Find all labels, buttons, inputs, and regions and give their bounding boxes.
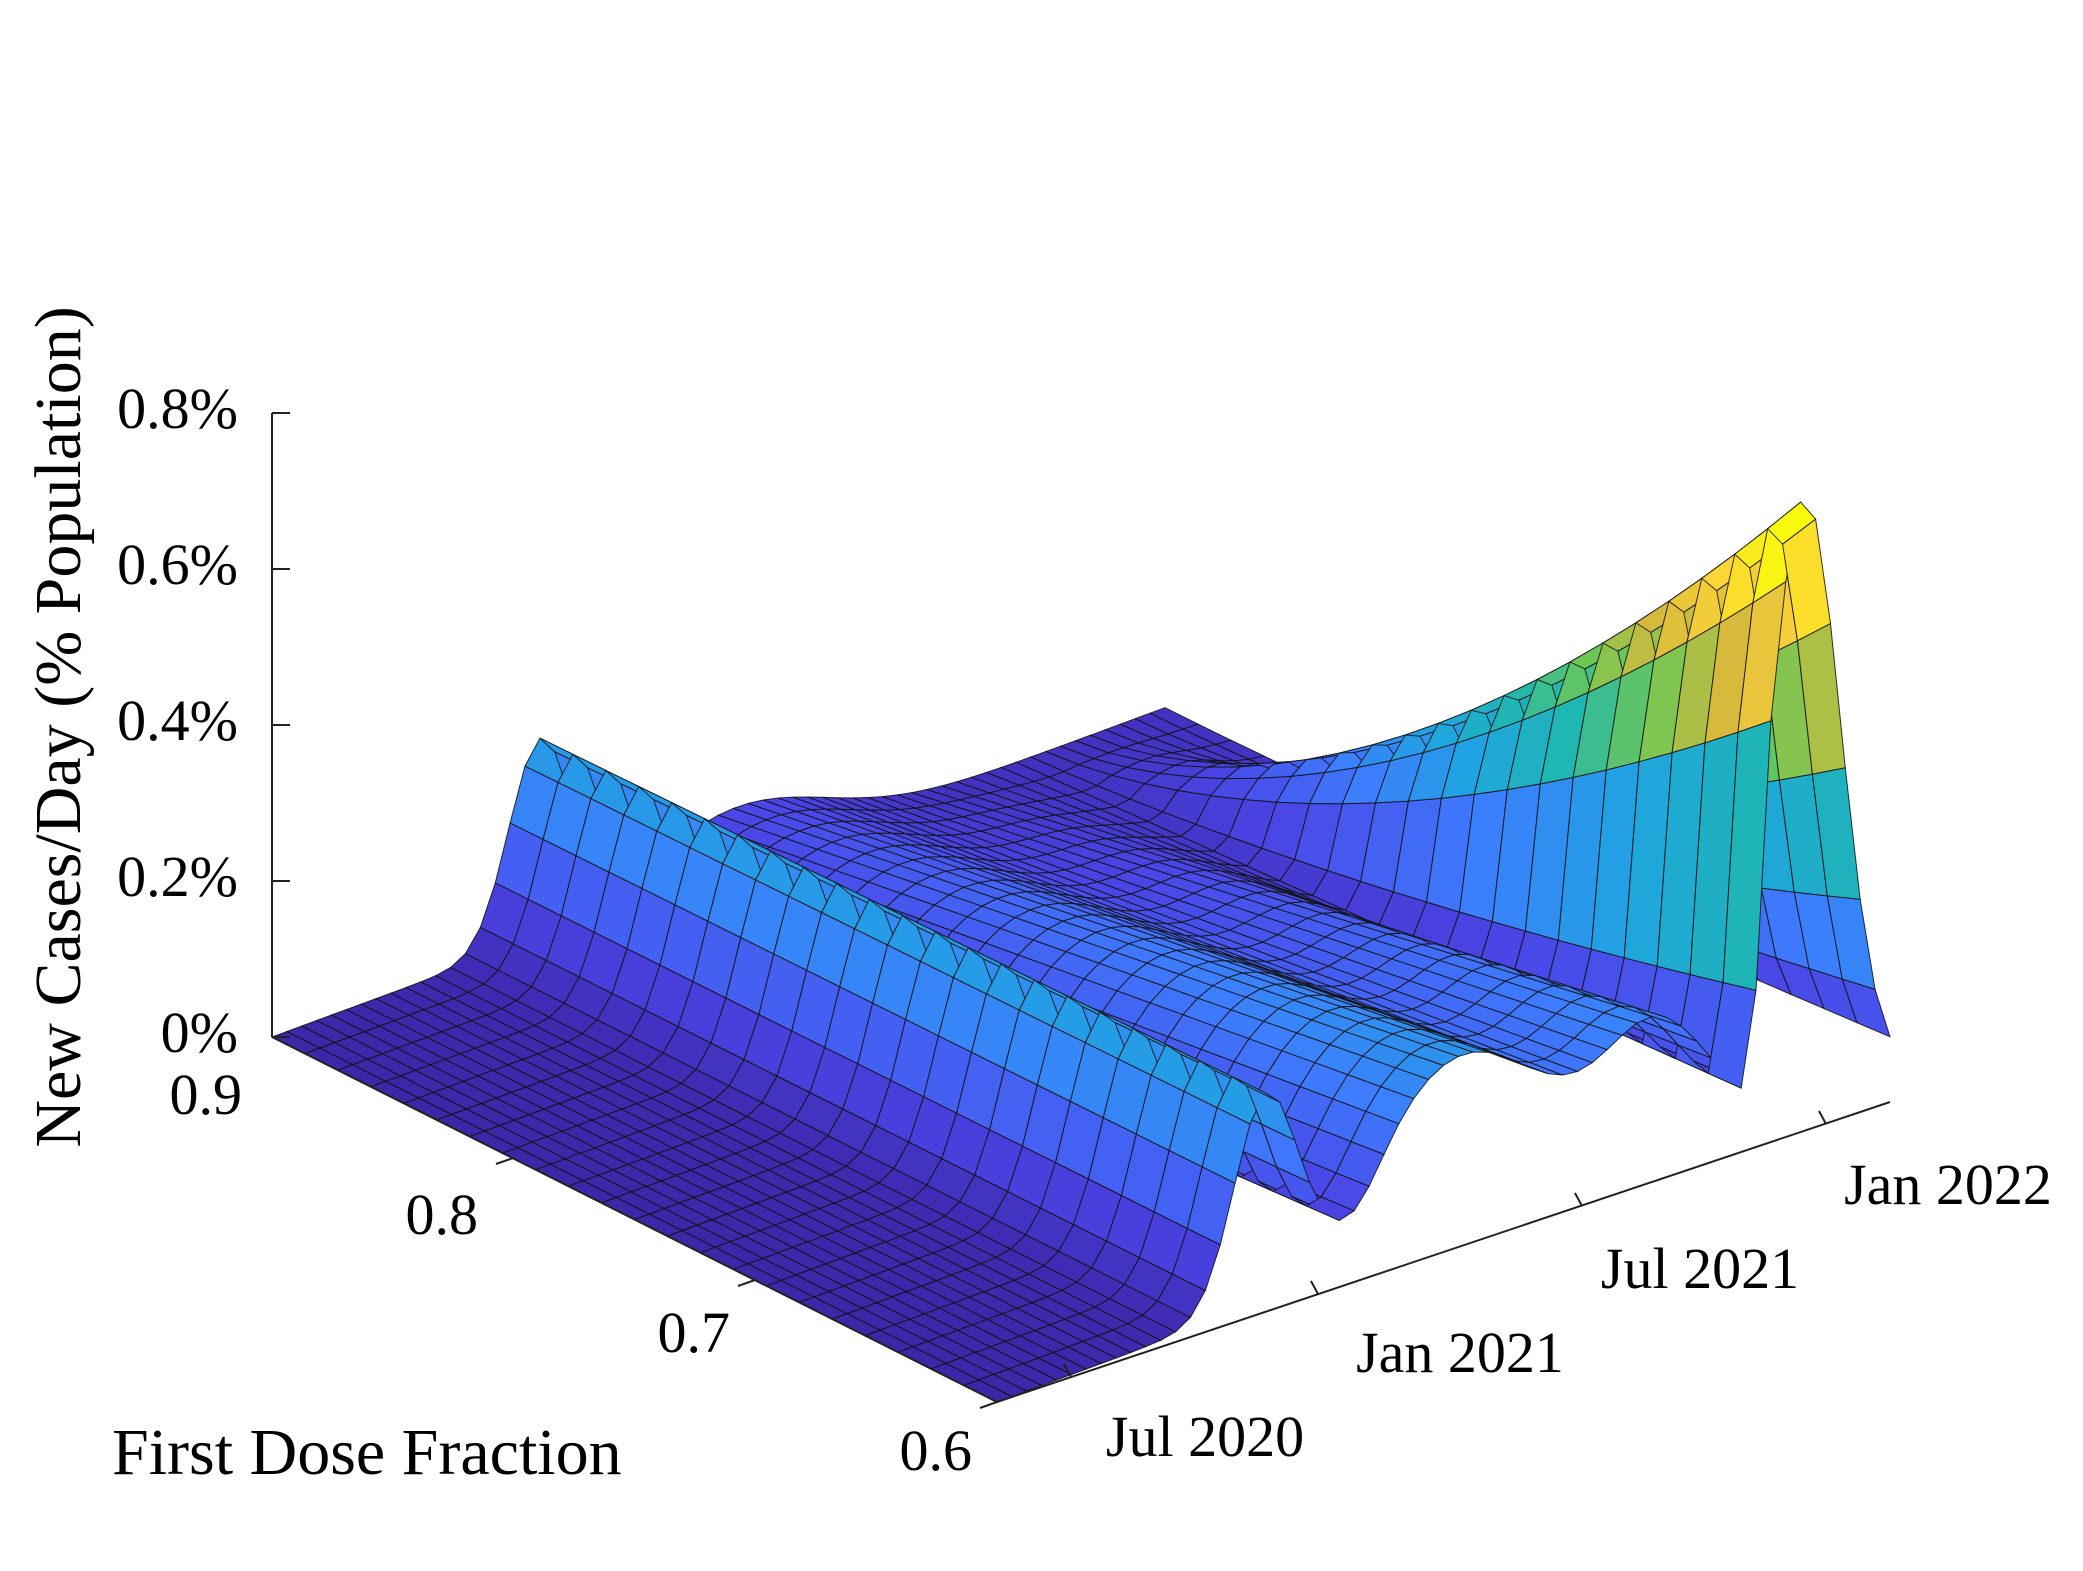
x-tick-mark [1063,1363,1072,1378]
x-tick-label: Jan 2021 [1356,1320,1564,1385]
z-axis-label: New Cases/Day (% Population) [22,306,95,1147]
x-tick-label: Jan 2022 [1844,1152,2052,1217]
y-tick-mark [737,1279,756,1287]
x-tick-mark [1574,1192,1583,1207]
x-axis-line [996,1101,1891,1403]
z-tick-label: 0.2% [117,844,238,909]
y-tick-label: 0.9 [170,1062,243,1127]
y-tick-label: 0.8 [406,1182,479,1247]
x-tick-mark [1818,1110,1827,1125]
axes: 0% 0.2% 0.4% 0.6% 0.8% 0.9 0.8 0.7 0.6 J… [117,376,2052,1483]
z-tick-label: 0% [161,1000,238,1065]
y-tick-mark [495,1157,514,1165]
surface-plot [270,500,1891,1403]
z-tick-label: 0.6% [117,532,238,597]
y-tick-mark [979,1401,998,1409]
z-tick-label: 0.8% [117,376,238,441]
x-tick-label: Jul 2020 [1106,1404,1304,1469]
x-tick-label: Jul 2021 [1601,1236,1799,1301]
x-tick-mark [1310,1280,1319,1295]
y-tick-label: 0.7 [658,1300,731,1365]
y-axis-label: First Dose Fraction [112,1416,622,1489]
surface-patch [1841,978,1891,1038]
y-tick-label: 0.6 [900,1418,973,1483]
z-tick-label: 0.4% [117,688,238,753]
y-axis-line [271,1036,998,1403]
